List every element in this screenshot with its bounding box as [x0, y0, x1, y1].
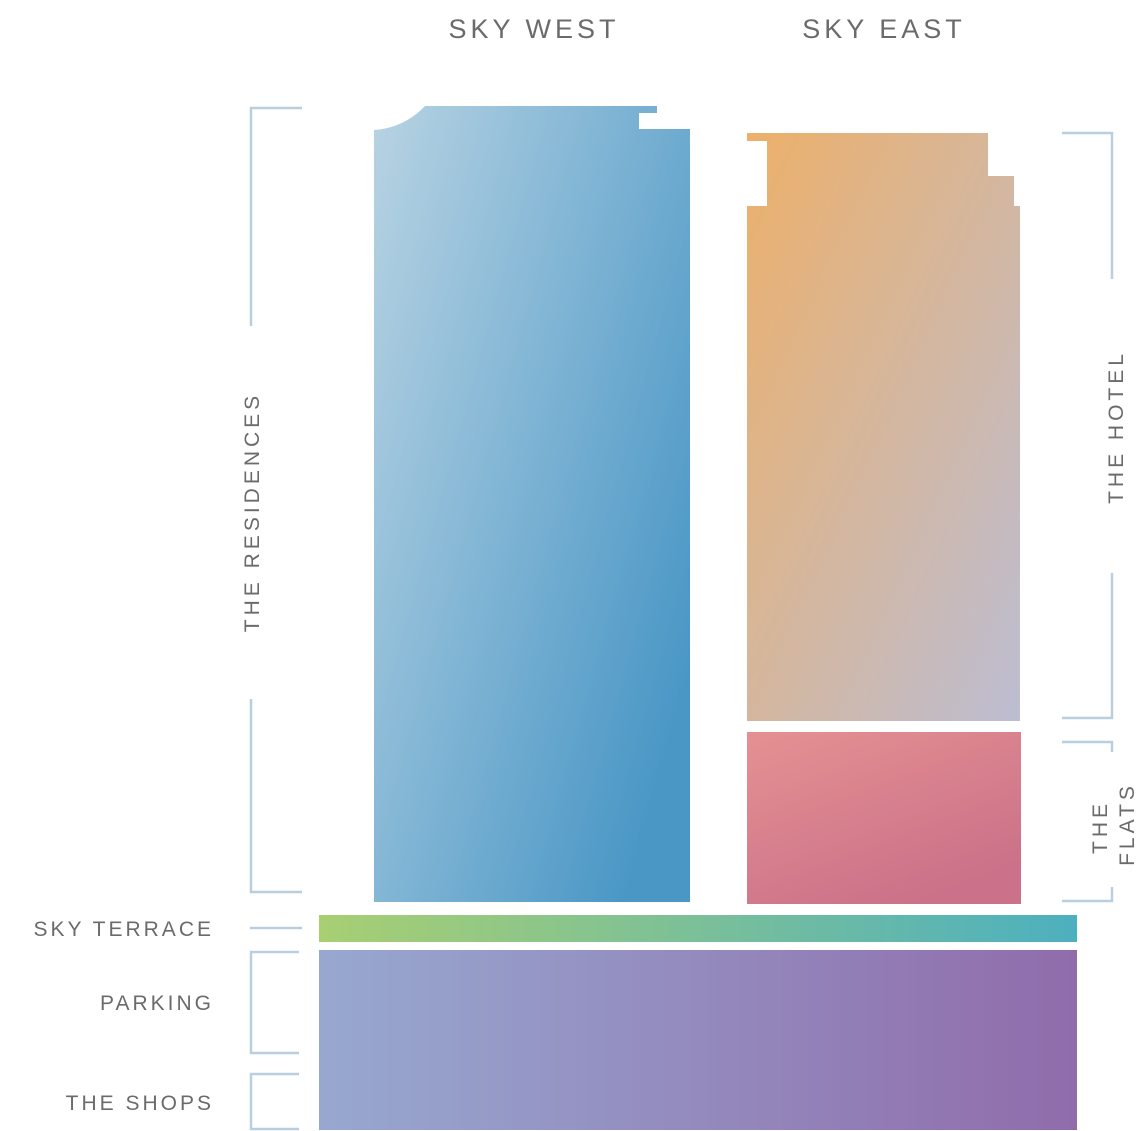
flats-label-line1: THE: [1089, 800, 1112, 854]
hotel-label: THE HOTEL: [1105, 350, 1128, 504]
parking-bracket: [249, 950, 299, 1055]
sky-west-tower: [374, 106, 690, 902]
sky-east-title: SKY EAST: [802, 14, 966, 44]
shops-label: THE SHOPS: [66, 1092, 214, 1115]
sky-east-hotel-block: [747, 133, 1020, 721]
flats-bracket: [1062, 740, 1114, 903]
shops-bracket: [249, 1072, 299, 1131]
sky-terrace-label: SKY TERRACE: [34, 918, 214, 941]
sky-west-title: SKY WEST: [448, 14, 619, 44]
podium-block: [319, 950, 1077, 1130]
parking-label: PARKING: [100, 992, 214, 1015]
hotel-bracket: [1062, 131, 1114, 720]
sky-terrace-band: [319, 915, 1077, 942]
flats-label-line2: FLATS: [1116, 782, 1139, 866]
residences-label: THE RESIDENCES: [241, 392, 264, 632]
residences-bracket: [249, 106, 302, 894]
sky-east-flats-block: [747, 732, 1021, 904]
